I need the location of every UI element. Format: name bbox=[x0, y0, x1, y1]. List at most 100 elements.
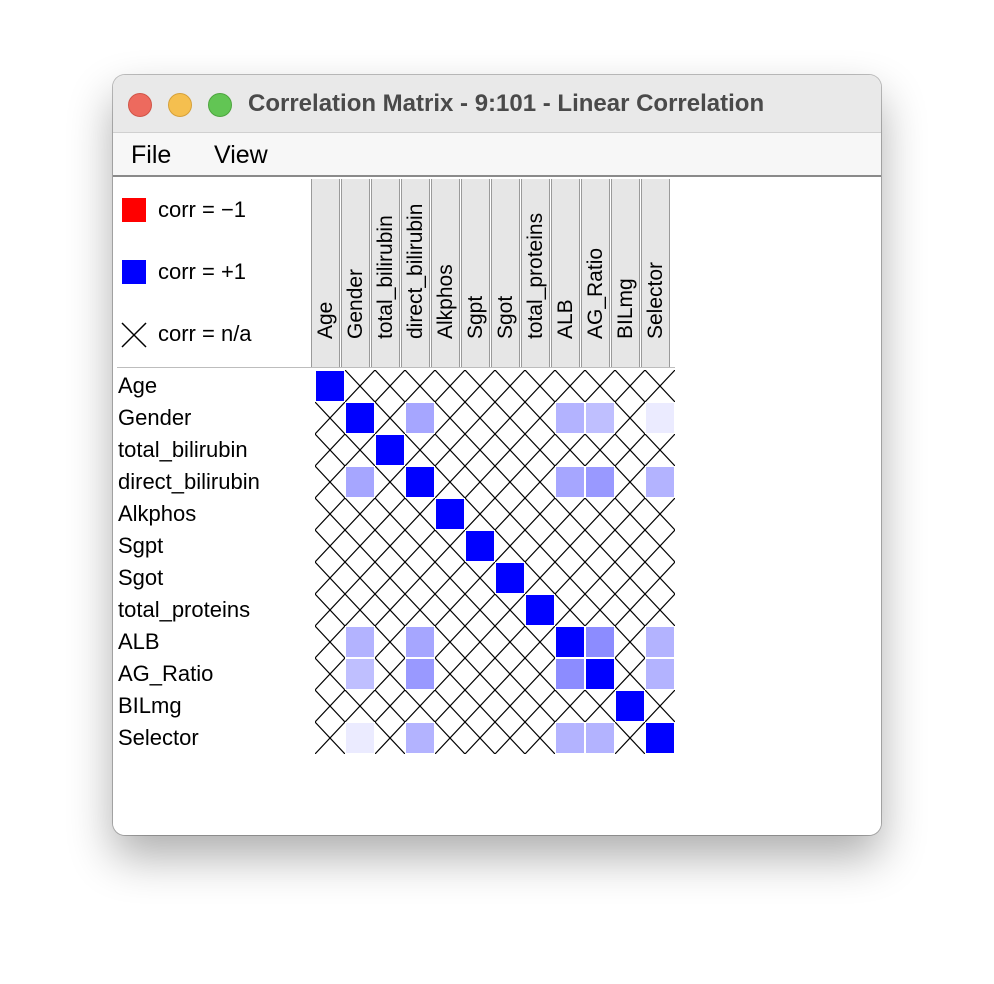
na-cell-x-icon[interactable] bbox=[525, 690, 555, 722]
na-cell-x-icon[interactable] bbox=[495, 498, 525, 530]
correlation-cell[interactable] bbox=[345, 658, 375, 690]
na-cell-x-icon[interactable] bbox=[465, 562, 495, 594]
correlation-cell[interactable] bbox=[585, 658, 615, 690]
correlation-cell[interactable] bbox=[315, 370, 345, 402]
na-cell-x-icon[interactable] bbox=[375, 466, 405, 498]
correlation-cell[interactable] bbox=[555, 466, 585, 498]
na-cell-x-icon[interactable] bbox=[375, 530, 405, 562]
correlation-cell[interactable] bbox=[405, 658, 435, 690]
na-cell-x-icon[interactable] bbox=[375, 370, 405, 402]
na-cell-x-icon[interactable] bbox=[405, 498, 435, 530]
na-cell-x-icon[interactable] bbox=[465, 402, 495, 434]
na-cell-x-icon[interactable] bbox=[585, 562, 615, 594]
na-cell-x-icon[interactable] bbox=[435, 690, 465, 722]
na-cell-x-icon[interactable] bbox=[345, 562, 375, 594]
na-cell-x-icon[interactable] bbox=[375, 658, 405, 690]
correlation-cell[interactable] bbox=[345, 466, 375, 498]
correlation-cell[interactable] bbox=[645, 722, 675, 754]
na-cell-x-icon[interactable] bbox=[555, 370, 585, 402]
na-cell-x-icon[interactable] bbox=[495, 722, 525, 754]
na-cell-x-icon[interactable] bbox=[465, 370, 495, 402]
na-cell-x-icon[interactable] bbox=[345, 370, 375, 402]
na-cell-x-icon[interactable] bbox=[495, 466, 525, 498]
na-cell-x-icon[interactable] bbox=[315, 402, 345, 434]
correlation-cell[interactable] bbox=[645, 466, 675, 498]
na-cell-x-icon[interactable] bbox=[375, 562, 405, 594]
na-cell-x-icon[interactable] bbox=[435, 466, 465, 498]
na-cell-x-icon[interactable] bbox=[405, 690, 435, 722]
na-cell-x-icon[interactable] bbox=[435, 594, 465, 626]
na-cell-x-icon[interactable] bbox=[405, 594, 435, 626]
na-cell-x-icon[interactable] bbox=[525, 466, 555, 498]
na-cell-x-icon[interactable] bbox=[495, 626, 525, 658]
na-cell-x-icon[interactable] bbox=[405, 562, 435, 594]
na-cell-x-icon[interactable] bbox=[375, 722, 405, 754]
na-cell-x-icon[interactable] bbox=[435, 562, 465, 594]
correlation-cell[interactable] bbox=[345, 626, 375, 658]
na-cell-x-icon[interactable] bbox=[495, 434, 525, 466]
na-cell-x-icon[interactable] bbox=[465, 594, 495, 626]
na-cell-x-icon[interactable] bbox=[465, 626, 495, 658]
na-cell-x-icon[interactable] bbox=[495, 690, 525, 722]
na-cell-x-icon[interactable] bbox=[315, 498, 345, 530]
na-cell-x-icon[interactable] bbox=[345, 434, 375, 466]
correlation-cell[interactable] bbox=[555, 658, 585, 690]
na-cell-x-icon[interactable] bbox=[615, 594, 645, 626]
na-cell-x-icon[interactable] bbox=[435, 530, 465, 562]
na-cell-x-icon[interactable] bbox=[315, 562, 345, 594]
na-cell-x-icon[interactable] bbox=[345, 530, 375, 562]
na-cell-x-icon[interactable] bbox=[585, 370, 615, 402]
correlation-cell[interactable] bbox=[645, 402, 675, 434]
na-cell-x-icon[interactable] bbox=[615, 658, 645, 690]
correlation-cell[interactable] bbox=[615, 690, 645, 722]
na-cell-x-icon[interactable] bbox=[615, 466, 645, 498]
na-cell-x-icon[interactable] bbox=[495, 658, 525, 690]
na-cell-x-icon[interactable] bbox=[375, 690, 405, 722]
na-cell-x-icon[interactable] bbox=[615, 434, 645, 466]
correlation-cell[interactable] bbox=[405, 466, 435, 498]
correlation-cell[interactable] bbox=[405, 626, 435, 658]
na-cell-x-icon[interactable] bbox=[615, 402, 645, 434]
correlation-cell[interactable] bbox=[405, 722, 435, 754]
na-cell-x-icon[interactable] bbox=[645, 690, 675, 722]
na-cell-x-icon[interactable] bbox=[495, 594, 525, 626]
na-cell-x-icon[interactable] bbox=[435, 658, 465, 690]
na-cell-x-icon[interactable] bbox=[555, 498, 585, 530]
na-cell-x-icon[interactable] bbox=[315, 722, 345, 754]
na-cell-x-icon[interactable] bbox=[315, 690, 345, 722]
na-cell-x-icon[interactable] bbox=[525, 658, 555, 690]
na-cell-x-icon[interactable] bbox=[585, 594, 615, 626]
na-cell-x-icon[interactable] bbox=[465, 466, 495, 498]
na-cell-x-icon[interactable] bbox=[405, 434, 435, 466]
na-cell-x-icon[interactable] bbox=[615, 530, 645, 562]
na-cell-x-icon[interactable] bbox=[405, 370, 435, 402]
na-cell-x-icon[interactable] bbox=[525, 498, 555, 530]
na-cell-x-icon[interactable] bbox=[315, 434, 345, 466]
na-cell-x-icon[interactable] bbox=[435, 722, 465, 754]
na-cell-x-icon[interactable] bbox=[315, 594, 345, 626]
correlation-cell[interactable] bbox=[585, 466, 615, 498]
na-cell-x-icon[interactable] bbox=[435, 626, 465, 658]
na-cell-x-icon[interactable] bbox=[435, 402, 465, 434]
na-cell-x-icon[interactable] bbox=[375, 626, 405, 658]
na-cell-x-icon[interactable] bbox=[645, 530, 675, 562]
correlation-cell[interactable] bbox=[585, 626, 615, 658]
na-cell-x-icon[interactable] bbox=[465, 690, 495, 722]
na-cell-x-icon[interactable] bbox=[555, 690, 585, 722]
correlation-cell[interactable] bbox=[345, 402, 375, 434]
correlation-cell[interactable] bbox=[525, 594, 555, 626]
na-cell-x-icon[interactable] bbox=[555, 530, 585, 562]
na-cell-x-icon[interactable] bbox=[585, 690, 615, 722]
na-cell-x-icon[interactable] bbox=[495, 530, 525, 562]
na-cell-x-icon[interactable] bbox=[495, 370, 525, 402]
na-cell-x-icon[interactable] bbox=[645, 434, 675, 466]
correlation-cell[interactable] bbox=[465, 530, 495, 562]
na-cell-x-icon[interactable] bbox=[465, 658, 495, 690]
na-cell-x-icon[interactable] bbox=[315, 658, 345, 690]
na-cell-x-icon[interactable] bbox=[315, 466, 345, 498]
na-cell-x-icon[interactable] bbox=[645, 562, 675, 594]
na-cell-x-icon[interactable] bbox=[645, 498, 675, 530]
correlation-cell[interactable] bbox=[345, 722, 375, 754]
na-cell-x-icon[interactable] bbox=[405, 530, 435, 562]
na-cell-x-icon[interactable] bbox=[525, 402, 555, 434]
